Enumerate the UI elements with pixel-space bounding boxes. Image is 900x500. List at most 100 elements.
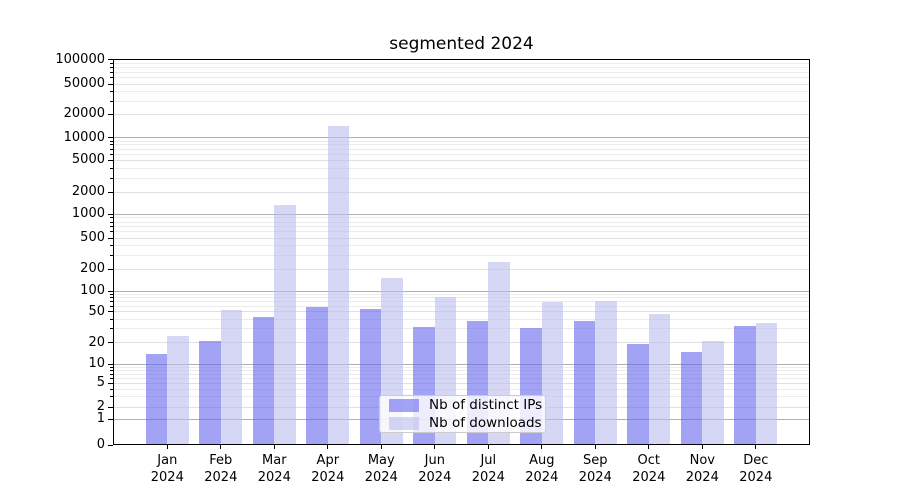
legend-label-downloads: Nb of downloads [429, 415, 542, 431]
y-tick-minor [110, 377, 113, 379]
y-tick-mark-200 [108, 268, 113, 270]
bar-downloads-apr [327, 125, 350, 445]
x-tick-label-jun: Jun 2024 [418, 453, 452, 485]
y-tick-mark-20 [108, 342, 113, 344]
gridline [114, 382, 809, 384]
y-tick-minor [110, 297, 113, 299]
y-tick-label-20000: 20000 [63, 106, 105, 122]
x-tick-label-mar: Mar 2024 [257, 453, 291, 485]
gridline-minor [114, 217, 809, 219]
bar-downloads-nov [702, 341, 724, 445]
bar-downloads-sep [595, 301, 617, 445]
gridline [114, 268, 809, 270]
y-tick-label-10000: 10000 [63, 129, 105, 145]
x-tick-label-sep: Sep 2024 [578, 453, 612, 485]
y-tick-minor [110, 396, 113, 398]
bar-downloads-aug [541, 301, 564, 445]
gridline-minor [114, 297, 809, 299]
x-tick-label-apr: Apr 2024 [311, 453, 345, 485]
bar-distinct-ips-apr [306, 306, 328, 445]
x-tick-label-dec: Dec 2024 [739, 453, 773, 485]
gridline-major [114, 363, 809, 365]
gridline-minor [114, 305, 809, 307]
y-tick-label-1: 1 [96, 411, 105, 427]
gridline-minor [114, 221, 809, 223]
y-tick-minor [110, 71, 113, 73]
y-tick-minor [110, 318, 113, 320]
y-tick-mark-5000 [108, 159, 113, 161]
bar-distinct-ips-sep [573, 320, 596, 445]
y-tick-minor [110, 77, 113, 79]
legend-item-downloads: Nb of downloads [389, 416, 542, 430]
gridline-minor [114, 245, 809, 247]
gridline-minor [114, 71, 809, 73]
x-tick-label-may: May 2024 [364, 453, 398, 485]
gridline-minor [114, 140, 809, 142]
y-tick-minor [110, 369, 113, 371]
y-tick-mark-1000 [108, 213, 113, 215]
y-tick-minor [110, 373, 113, 375]
gridline-minor [114, 388, 809, 390]
bar-distinct-ips-feb [199, 341, 221, 445]
legend-item-distinct-ips: Nb of distinct IPs [389, 398, 542, 412]
bar-distinct-ips-jan [145, 353, 168, 445]
x-tick-label-jan: Jan 2024 [150, 453, 184, 485]
x-tick-label-jul: Jul 2024 [471, 453, 505, 485]
y-tick-label-50000: 50000 [63, 76, 105, 92]
gridline-minor [114, 366, 809, 368]
x-tick-label-feb: Feb 2024 [204, 453, 238, 485]
y-tick-mark-10 [108, 363, 113, 365]
y-tick-minor [110, 91, 113, 93]
y-tick-label-500: 500 [80, 230, 105, 246]
y-tick-label-100000: 100000 [55, 51, 105, 67]
chart-title: segmented 2024 [389, 34, 534, 54]
gridline-minor [114, 377, 809, 379]
bar-distinct-ips-dec [734, 325, 756, 445]
gridline [114, 191, 809, 193]
y-tick-mark-5 [108, 382, 113, 384]
bar-distinct-ips-oct [627, 344, 649, 445]
y-tick-minor [110, 226, 113, 228]
y-tick-mark-50 [108, 311, 113, 312]
gridline-minor [114, 373, 809, 375]
y-tick-minor [110, 328, 113, 330]
bar-downloads-jan [167, 336, 189, 445]
gridline-minor [114, 153, 809, 155]
x-tick-mark-nov [701, 445, 703, 449]
y-tick-minor [110, 366, 113, 368]
y-tick-label-20: 20 [88, 334, 105, 350]
gridline-minor [114, 255, 809, 257]
y-tick-minor [110, 140, 113, 142]
y-tick-label-2000: 2000 [71, 184, 105, 200]
x-tick-mark-apr [327, 445, 329, 449]
gridline-minor [114, 231, 809, 233]
x-tick-mark-may [380, 445, 382, 449]
x-tick-mark-aug [541, 445, 543, 449]
gridline-minor [114, 167, 809, 169]
gridline-minor [114, 148, 809, 150]
y-tick-label-200: 200 [80, 261, 105, 277]
gridline [114, 237, 809, 239]
bar-downloads-dec [755, 322, 778, 445]
y-tick-minor [110, 167, 113, 169]
y-tick-minor [110, 148, 113, 150]
y-tick-label-2: 2 [96, 399, 105, 415]
gridline-minor [114, 328, 809, 330]
y-tick-label-10: 10 [88, 356, 105, 372]
gridline-minor [114, 177, 809, 179]
bar-distinct-ips-mar [252, 316, 275, 445]
y-tick-mark-100 [108, 290, 113, 292]
gridline [114, 159, 809, 161]
gridline-minor [114, 318, 809, 320]
y-tick-mark-500 [108, 237, 113, 239]
x-tick-mark-jun [434, 445, 436, 449]
x-tick-mark-feb [220, 445, 222, 449]
y-tick-minor [110, 66, 113, 68]
gridline-minor [114, 66, 809, 68]
x-tick-mark-jan [166, 445, 168, 449]
y-tick-minor [110, 100, 113, 102]
y-tick-mark-10000 [108, 137, 113, 139]
gridline-major [114, 290, 809, 292]
y-tick-minor [110, 293, 113, 295]
